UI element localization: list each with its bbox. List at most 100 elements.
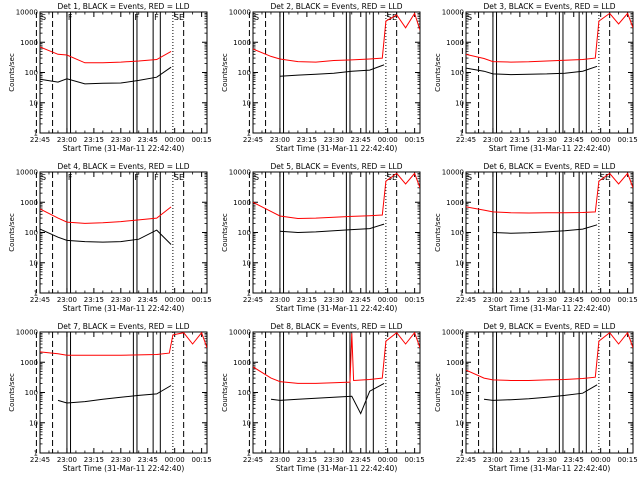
x-axis-label: Start Time (31-Mar-11 22:42:40) [63, 144, 185, 153]
chart-title: Det 1, BLACK = Events, RED = LLD [57, 2, 189, 11]
event-marker-label: SE [600, 173, 610, 182]
chart-panel-1: Det 1, BLACK = Events, RED = LLD 1 10 100 10… [8, 2, 212, 153]
x-tick-label: 23:00 [57, 136, 77, 144]
lld-series-line [40, 206, 172, 224]
plot-frame [39, 331, 208, 454]
y-tick-label: 1 [247, 130, 251, 138]
x-tick-label: 00:00 [378, 456, 398, 464]
y-tick-label: 1000 [233, 359, 251, 367]
event-marker-label: S [254, 173, 259, 182]
y-tick-label: 100 [238, 69, 251, 77]
y-tick-label: 1 [460, 450, 464, 458]
event-marker-label: SE [174, 13, 184, 22]
x-tick-label: 23:45 [138, 456, 158, 464]
x-tick-label: 23:30 [111, 296, 131, 304]
y-tick-label: 1000 [446, 39, 464, 47]
y-tick-label: 10 [242, 99, 251, 107]
x-tick-label: 00:15 [618, 456, 638, 464]
events-series-line [279, 223, 385, 234]
x-tick-label: 00:00 [591, 136, 611, 144]
lld-series-line [466, 12, 633, 63]
events-series-line [270, 382, 385, 415]
event-marker-label: S [467, 173, 472, 182]
event-marker-label: SE [387, 173, 397, 182]
chart-title: Det 3, BLACK = Events, RED = LLD [483, 2, 615, 11]
x-tick-label: 22:45 [243, 296, 263, 304]
y-axis-label: Counts/sec [434, 53, 442, 92]
y-tick-label: 10000 [229, 169, 251, 177]
plot-frame [465, 331, 634, 454]
y-tick-label: 100 [25, 389, 38, 397]
y-tick-label: 1 [460, 290, 464, 298]
y-axis-label: Counts/sec [8, 53, 16, 92]
plot-frame [252, 331, 421, 454]
events-series-line [40, 228, 172, 245]
x-tick-label: 00:00 [165, 136, 185, 144]
lld-series-line [40, 46, 172, 64]
x-tick-label: 23:15 [510, 296, 530, 304]
x-tick-label: 23:45 [351, 296, 371, 304]
x-tick-label: 23:30 [324, 456, 344, 464]
x-tick-label: 00:15 [618, 296, 638, 304]
y-tick-label: 100 [451, 229, 464, 237]
plot-frame [39, 171, 208, 294]
x-tick-label: 23:00 [270, 456, 290, 464]
chart-title: Det 9, BLACK = Events, RED = LLD [483, 322, 615, 331]
x-tick-label: 22:45 [456, 136, 476, 144]
x-tick-label: 23:00 [57, 456, 77, 464]
y-tick-label: 1000 [20, 199, 38, 207]
chart-title: Det 6, BLACK = Events, RED = LLD [483, 162, 615, 171]
x-tick-label: 23:15 [297, 136, 317, 144]
y-tick-label: 10 [242, 259, 251, 267]
y-axis-label: Counts/sec [221, 213, 229, 252]
y-tick-label: 10000 [442, 329, 464, 337]
x-tick-label: 00:15 [405, 136, 425, 144]
x-axis-label: Start Time (31-Mar-11 22:42:40) [63, 304, 185, 313]
x-tick-label: 22:45 [243, 456, 263, 464]
y-tick-label: 10000 [442, 9, 464, 17]
y-axis-label: Counts/sec [434, 213, 442, 252]
chart-title: Det 7, BLACK = Events, RED = LLD [57, 322, 189, 331]
events-series-line [483, 384, 598, 401]
x-tick-label: 23:15 [297, 456, 317, 464]
y-tick-label: 10000 [16, 329, 38, 337]
y-tick-label: 10 [242, 419, 251, 427]
chart-panel-9: Det 9, BLACK = Events, RED = LLD 1 10 100 10… [434, 322, 638, 473]
x-tick-label: 23:45 [564, 456, 584, 464]
x-tick-label: 23:15 [297, 296, 317, 304]
x-tick-label: 00:15 [192, 136, 212, 144]
x-tick-label: 00:00 [165, 456, 185, 464]
events-series-line [40, 66, 172, 85]
x-tick-label: 23:15 [84, 456, 104, 464]
x-tick-label: 23:45 [564, 136, 584, 144]
x-tick-label: 23:45 [138, 296, 158, 304]
x-tick-label: 23:45 [351, 136, 371, 144]
y-tick-label: 1 [34, 290, 38, 298]
x-tick-label: 00:15 [618, 136, 638, 144]
y-tick-label: 1 [34, 130, 38, 138]
x-tick-label: 22:45 [30, 296, 50, 304]
event-marker-label: S [41, 13, 46, 22]
y-tick-label: 1 [247, 290, 251, 298]
lld-series-line [253, 332, 420, 384]
x-axis-label: Start Time (31-Mar-11 22:42:40) [276, 304, 398, 313]
y-tick-label: 100 [25, 69, 38, 77]
chart-panel-6: Det 6, BLACK = Events, RED = LLD 1 10 100 10… [434, 162, 638, 313]
plot-frame [39, 11, 208, 134]
x-tick-label: 23:30 [537, 136, 557, 144]
x-tick-label: 00:15 [192, 456, 212, 464]
y-tick-label: 1 [247, 450, 251, 458]
x-tick-label: 23:30 [111, 456, 131, 464]
y-tick-label: 1000 [20, 359, 38, 367]
chart-title: Det 4, BLACK = Events, RED = LLD [57, 162, 189, 171]
x-tick-label: 00:00 [591, 296, 611, 304]
lld-series-line [253, 172, 420, 220]
y-tick-label: 10 [29, 259, 38, 267]
event-marker-label: S [41, 173, 46, 182]
x-tick-label: 23:15 [510, 456, 530, 464]
x-tick-label: 23:00 [270, 136, 290, 144]
y-tick-label: 1000 [233, 39, 251, 47]
x-tick-label: 23:15 [510, 136, 530, 144]
chart-panel-3: Det 3, BLACK = Events, RED = LLD 1 10 100 10… [434, 2, 638, 153]
y-tick-label: 1000 [233, 199, 251, 207]
